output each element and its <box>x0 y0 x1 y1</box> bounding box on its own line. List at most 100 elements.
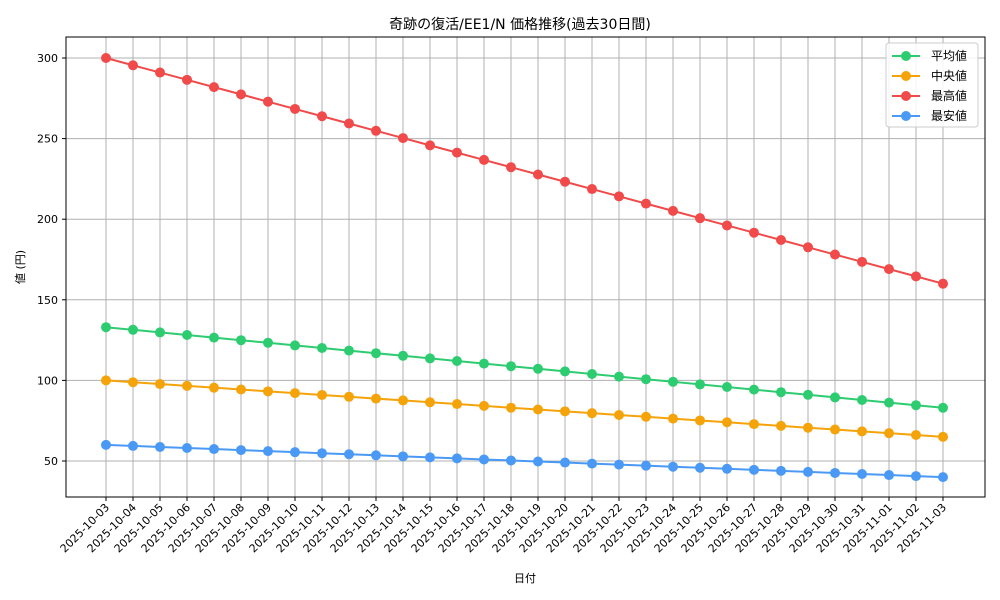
data-point <box>290 340 300 351</box>
x-axis-label: 日付 <box>514 572 536 585</box>
data-point <box>506 361 516 372</box>
data-point <box>317 448 327 459</box>
data-point <box>209 332 219 343</box>
data-point <box>911 430 921 440</box>
data-point <box>479 454 489 465</box>
data-point <box>641 374 651 385</box>
data-point <box>425 353 435 364</box>
data-point <box>182 330 192 341</box>
legend-label: 中央値 <box>931 68 967 83</box>
data-point <box>182 443 192 453</box>
data-point <box>938 472 948 483</box>
grid-lines <box>66 37 985 497</box>
data-point <box>560 406 570 417</box>
data-point <box>209 82 219 93</box>
data-point <box>263 446 273 457</box>
data-point <box>290 388 300 399</box>
data-point <box>776 420 786 431</box>
data-point <box>857 469 867 479</box>
series-line <box>105 326 944 409</box>
data-point <box>452 147 462 158</box>
data-point <box>587 408 597 419</box>
data-point <box>236 335 246 346</box>
chart-title: 奇跡の復活/EE1/N 価格推移(過去30日間) <box>389 16 651 33</box>
data-point <box>803 389 813 400</box>
data-point <box>587 458 597 469</box>
data-point <box>911 400 921 411</box>
data-point <box>857 395 867 406</box>
data-point <box>614 191 624 202</box>
data-point <box>209 444 219 455</box>
data-point <box>884 397 894 408</box>
data-point <box>533 363 543 374</box>
data-point <box>722 382 732 393</box>
y-tick-label: 300 <box>37 52 58 65</box>
data-point <box>749 419 759 430</box>
data-point <box>317 389 327 400</box>
data-point <box>722 220 732 231</box>
data-point <box>884 428 894 439</box>
data-point <box>830 249 840 260</box>
data-point <box>614 459 624 470</box>
data-point <box>452 453 462 464</box>
data-point <box>398 395 408 406</box>
legend-label: 平均値 <box>931 48 967 63</box>
data-point <box>209 382 219 393</box>
data-point <box>830 424 840 435</box>
data-point <box>587 369 597 380</box>
data-point <box>911 471 921 482</box>
data-point <box>560 366 570 377</box>
data-point <box>452 356 462 367</box>
y-tick-label: 50 <box>44 455 58 468</box>
data-point <box>911 271 921 282</box>
data-point <box>128 60 138 71</box>
data-point <box>668 205 678 216</box>
data-point <box>425 397 435 408</box>
data-point <box>587 184 597 195</box>
data-point <box>857 256 867 267</box>
data-point <box>236 89 246 100</box>
data-point <box>371 125 381 136</box>
data-point <box>101 375 111 386</box>
data-point <box>155 441 165 452</box>
data-point <box>884 264 894 275</box>
data-point <box>938 278 948 289</box>
data-point <box>560 457 570 468</box>
data-point <box>668 413 678 424</box>
data-series <box>101 53 948 483</box>
data-point <box>371 348 381 359</box>
data-point <box>479 154 489 165</box>
data-point <box>803 242 813 253</box>
data-point <box>425 140 435 151</box>
series-line <box>105 57 944 285</box>
data-point <box>614 371 624 382</box>
data-point <box>695 415 705 426</box>
data-point <box>101 322 111 333</box>
data-point <box>263 386 273 397</box>
y-axis-label: 値 (円) <box>14 250 27 284</box>
y-tick-label: 150 <box>37 294 58 307</box>
data-point <box>290 103 300 114</box>
data-point <box>722 463 732 474</box>
data-point <box>155 327 165 338</box>
y-tick-label: 250 <box>37 133 58 146</box>
data-point <box>857 426 867 437</box>
data-point <box>371 393 381 404</box>
data-point <box>830 467 840 478</box>
data-point <box>695 379 705 390</box>
data-point <box>155 67 165 78</box>
data-point <box>425 452 435 463</box>
data-point <box>290 447 300 458</box>
data-point <box>749 464 759 475</box>
data-point <box>479 358 489 369</box>
data-point <box>128 377 138 388</box>
legend-swatch-marker <box>901 111 911 121</box>
legend-swatch-marker <box>901 91 911 101</box>
data-point <box>452 399 462 410</box>
data-point <box>263 96 273 107</box>
data-point <box>668 376 678 387</box>
data-point <box>236 384 246 395</box>
data-point <box>803 466 813 477</box>
data-point <box>236 445 246 456</box>
